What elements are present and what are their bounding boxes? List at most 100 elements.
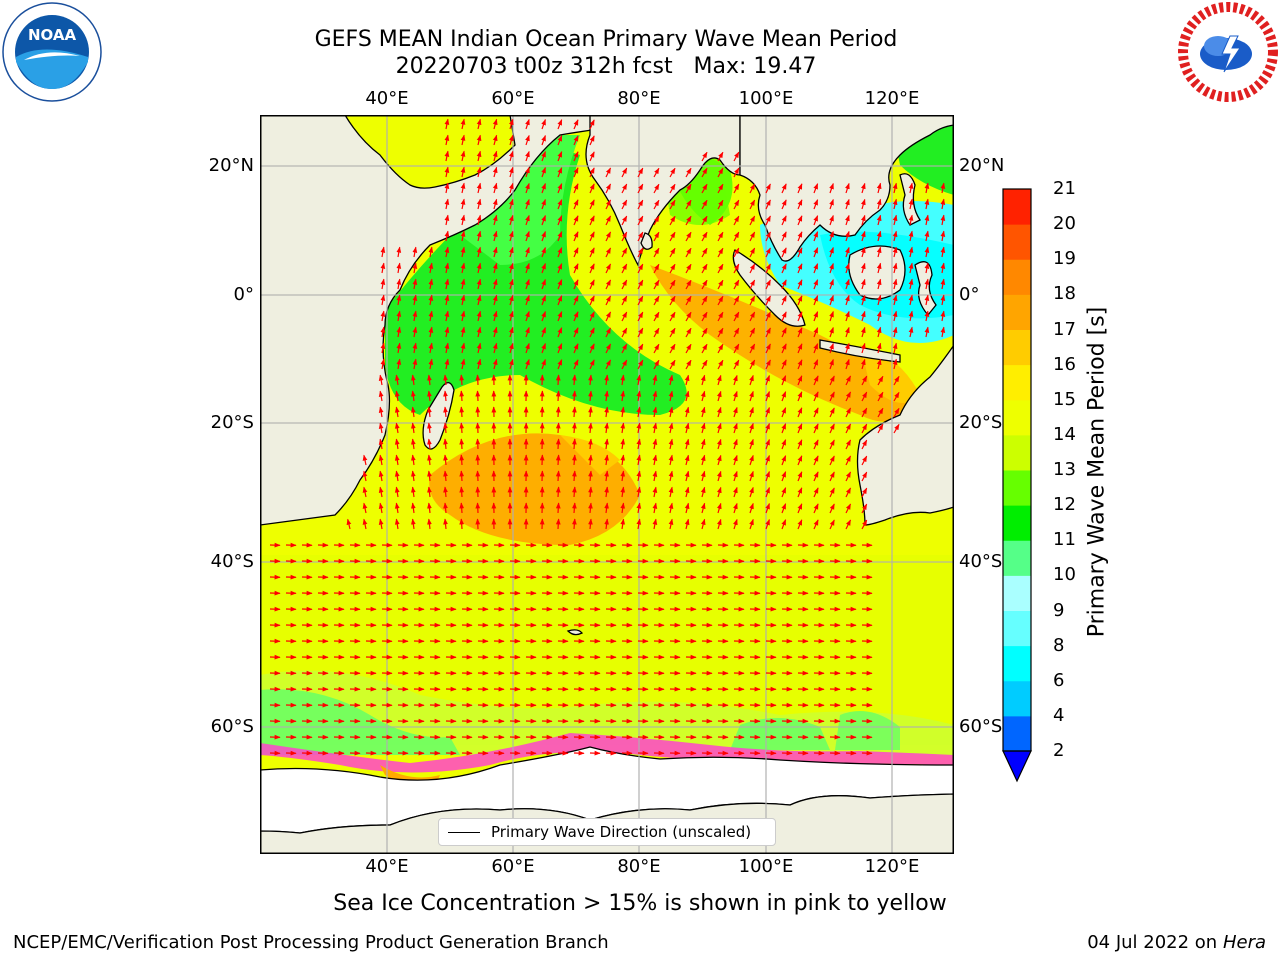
wave-direction-arrow: [394, 502, 400, 514]
wave-direction-arrow: [378, 454, 384, 466]
wave-direction-arrow: [924, 230, 930, 242]
wave-direction-arrow: [637, 343, 644, 354]
wave-direction-arrow: [908, 182, 914, 194]
wave-direction-arrow: [669, 199, 676, 210]
wave-direction-arrow: [940, 214, 946, 226]
wave-direction-arrow: [716, 438, 722, 450]
wave-direction-arrow: [557, 279, 563, 290]
wave-direction-arrow: [749, 374, 754, 386]
wave-direction-arrow: [669, 311, 676, 322]
wave-direction-arrow: [908, 214, 914, 226]
wave-direction-arrow: [541, 215, 546, 226]
wave-direction-arrow: [541, 199, 546, 210]
wave-direction-arrow: [621, 247, 628, 258]
wave-direction-arrow: [876, 198, 882, 210]
wave-direction-arrow: [765, 407, 770, 418]
wave-direction-arrow: [571, 502, 577, 514]
wave-direction-arrow: [444, 134, 450, 146]
wave-direction-arrow: [525, 278, 530, 290]
wave-direction-arrow: [621, 343, 628, 354]
wave-direction-arrow: [797, 183, 803, 194]
wave-direction-arrow: [508, 118, 514, 130]
wave-direction-arrow: [669, 343, 676, 354]
wave-direction-arrow: [378, 374, 384, 386]
wave-direction-arrow: [924, 214, 930, 226]
wave-direction-arrow: [829, 423, 835, 434]
land-masses: [260, 115, 954, 854]
wave-direction-arrow: [861, 375, 868, 386]
wave-direction-arrow: [459, 518, 465, 530]
wave-direction-arrow: [604, 374, 609, 386]
wave-direction-arrow: [620, 486, 626, 498]
wave-direction-arrow: [829, 199, 834, 210]
wave-direction-arrow: [588, 374, 593, 386]
wave-direction-arrow: [380, 358, 386, 370]
wave-direction-arrow: [620, 390, 626, 402]
wave-direction-arrow: [410, 502, 416, 514]
wave-direction-arrow: [508, 310, 514, 322]
wave-direction-arrow: [427, 518, 432, 530]
wave-direction-arrow: [940, 230, 946, 242]
wave-direction-arrow: [444, 294, 450, 306]
wave-direction-arrow: [749, 279, 756, 290]
wave-direction-arrow: [861, 439, 868, 450]
wave-direction-arrow: [589, 311, 595, 322]
wave-direction-arrow: [813, 343, 819, 354]
wave-direction-arrow: [475, 422, 481, 434]
wave-direction-arrow: [845, 407, 852, 418]
wave-direction-arrow: [717, 327, 724, 338]
wave-direction-arrow: [557, 247, 563, 258]
wave-direction-arrow: [605, 167, 612, 178]
wave-direction-arrow: [684, 390, 690, 402]
wave-direction-arrow: [669, 231, 676, 242]
wave-direction-arrow: [845, 278, 850, 290]
wave-direction-arrow: [685, 215, 692, 226]
wave-direction-arrow: [443, 438, 448, 450]
wave-direction-arrow: [508, 262, 514, 274]
wave-direction-arrow: [508, 134, 514, 146]
wave-direction-arrow: [636, 518, 642, 530]
wave-direction-arrow: [700, 518, 706, 530]
wave-direction-arrow: [861, 455, 868, 466]
wave-direction-arrow: [492, 358, 498, 370]
wave-direction-arrow: [892, 262, 898, 274]
wave-direction-arrow: [589, 183, 595, 194]
wave-direction-arrow: [829, 503, 835, 514]
wave-direction-arrow: [716, 422, 722, 434]
wave-direction-arrow: [378, 390, 384, 402]
wave-direction-arrow: [525, 246, 530, 258]
wave-direction-arrow: [636, 454, 642, 466]
wave-direction-arrow: [892, 182, 898, 194]
colorbar-tick-label: 6: [1053, 669, 1065, 691]
wave-direction-arrow: [813, 247, 819, 258]
wave-direction-arrow: [700, 374, 706, 386]
wave-direction-arrow: [893, 407, 900, 418]
wave-direction-arrow: [716, 502, 722, 514]
wave-direction-arrow: [475, 374, 481, 386]
wave-direction-arrow: [525, 326, 530, 338]
wave-direction-arrow: [460, 278, 466, 290]
wave-direction-arrow: [716, 470, 722, 482]
wave-direction-arrow: [637, 215, 644, 226]
wave-direction-arrow: [684, 470, 690, 482]
wave-direction-arrow: [781, 295, 787, 306]
wave-direction-arrow: [860, 342, 866, 354]
colorbar-segment: [1003, 294, 1031, 330]
footer-credit: NCEP/EMC/Verification Post Processing Pr…: [13, 932, 609, 953]
wave-direction-arrow: [749, 343, 756, 354]
wave-direction-arrow: [476, 342, 482, 354]
wave-direction-arrow: [797, 503, 803, 514]
wave-direction-arrow: [605, 279, 612, 290]
wave-direction-arrow: [508, 182, 514, 194]
wave-direction-arrow: [637, 247, 644, 258]
wave-direction-arrow: [428, 246, 434, 258]
wave-direction-arrow: [410, 406, 416, 418]
wave-direction-arrow: [892, 230, 898, 242]
wave-direction-arrow: [412, 342, 418, 354]
wave-direction-arrow: [797, 215, 803, 226]
wave-direction-arrow: [571, 422, 577, 434]
wave-direction-arrow: [378, 518, 384, 530]
wave-direction-arrow: [637, 183, 644, 194]
wave-direction-arrow: [459, 502, 465, 514]
wave-direction-arrow: [573, 263, 579, 274]
